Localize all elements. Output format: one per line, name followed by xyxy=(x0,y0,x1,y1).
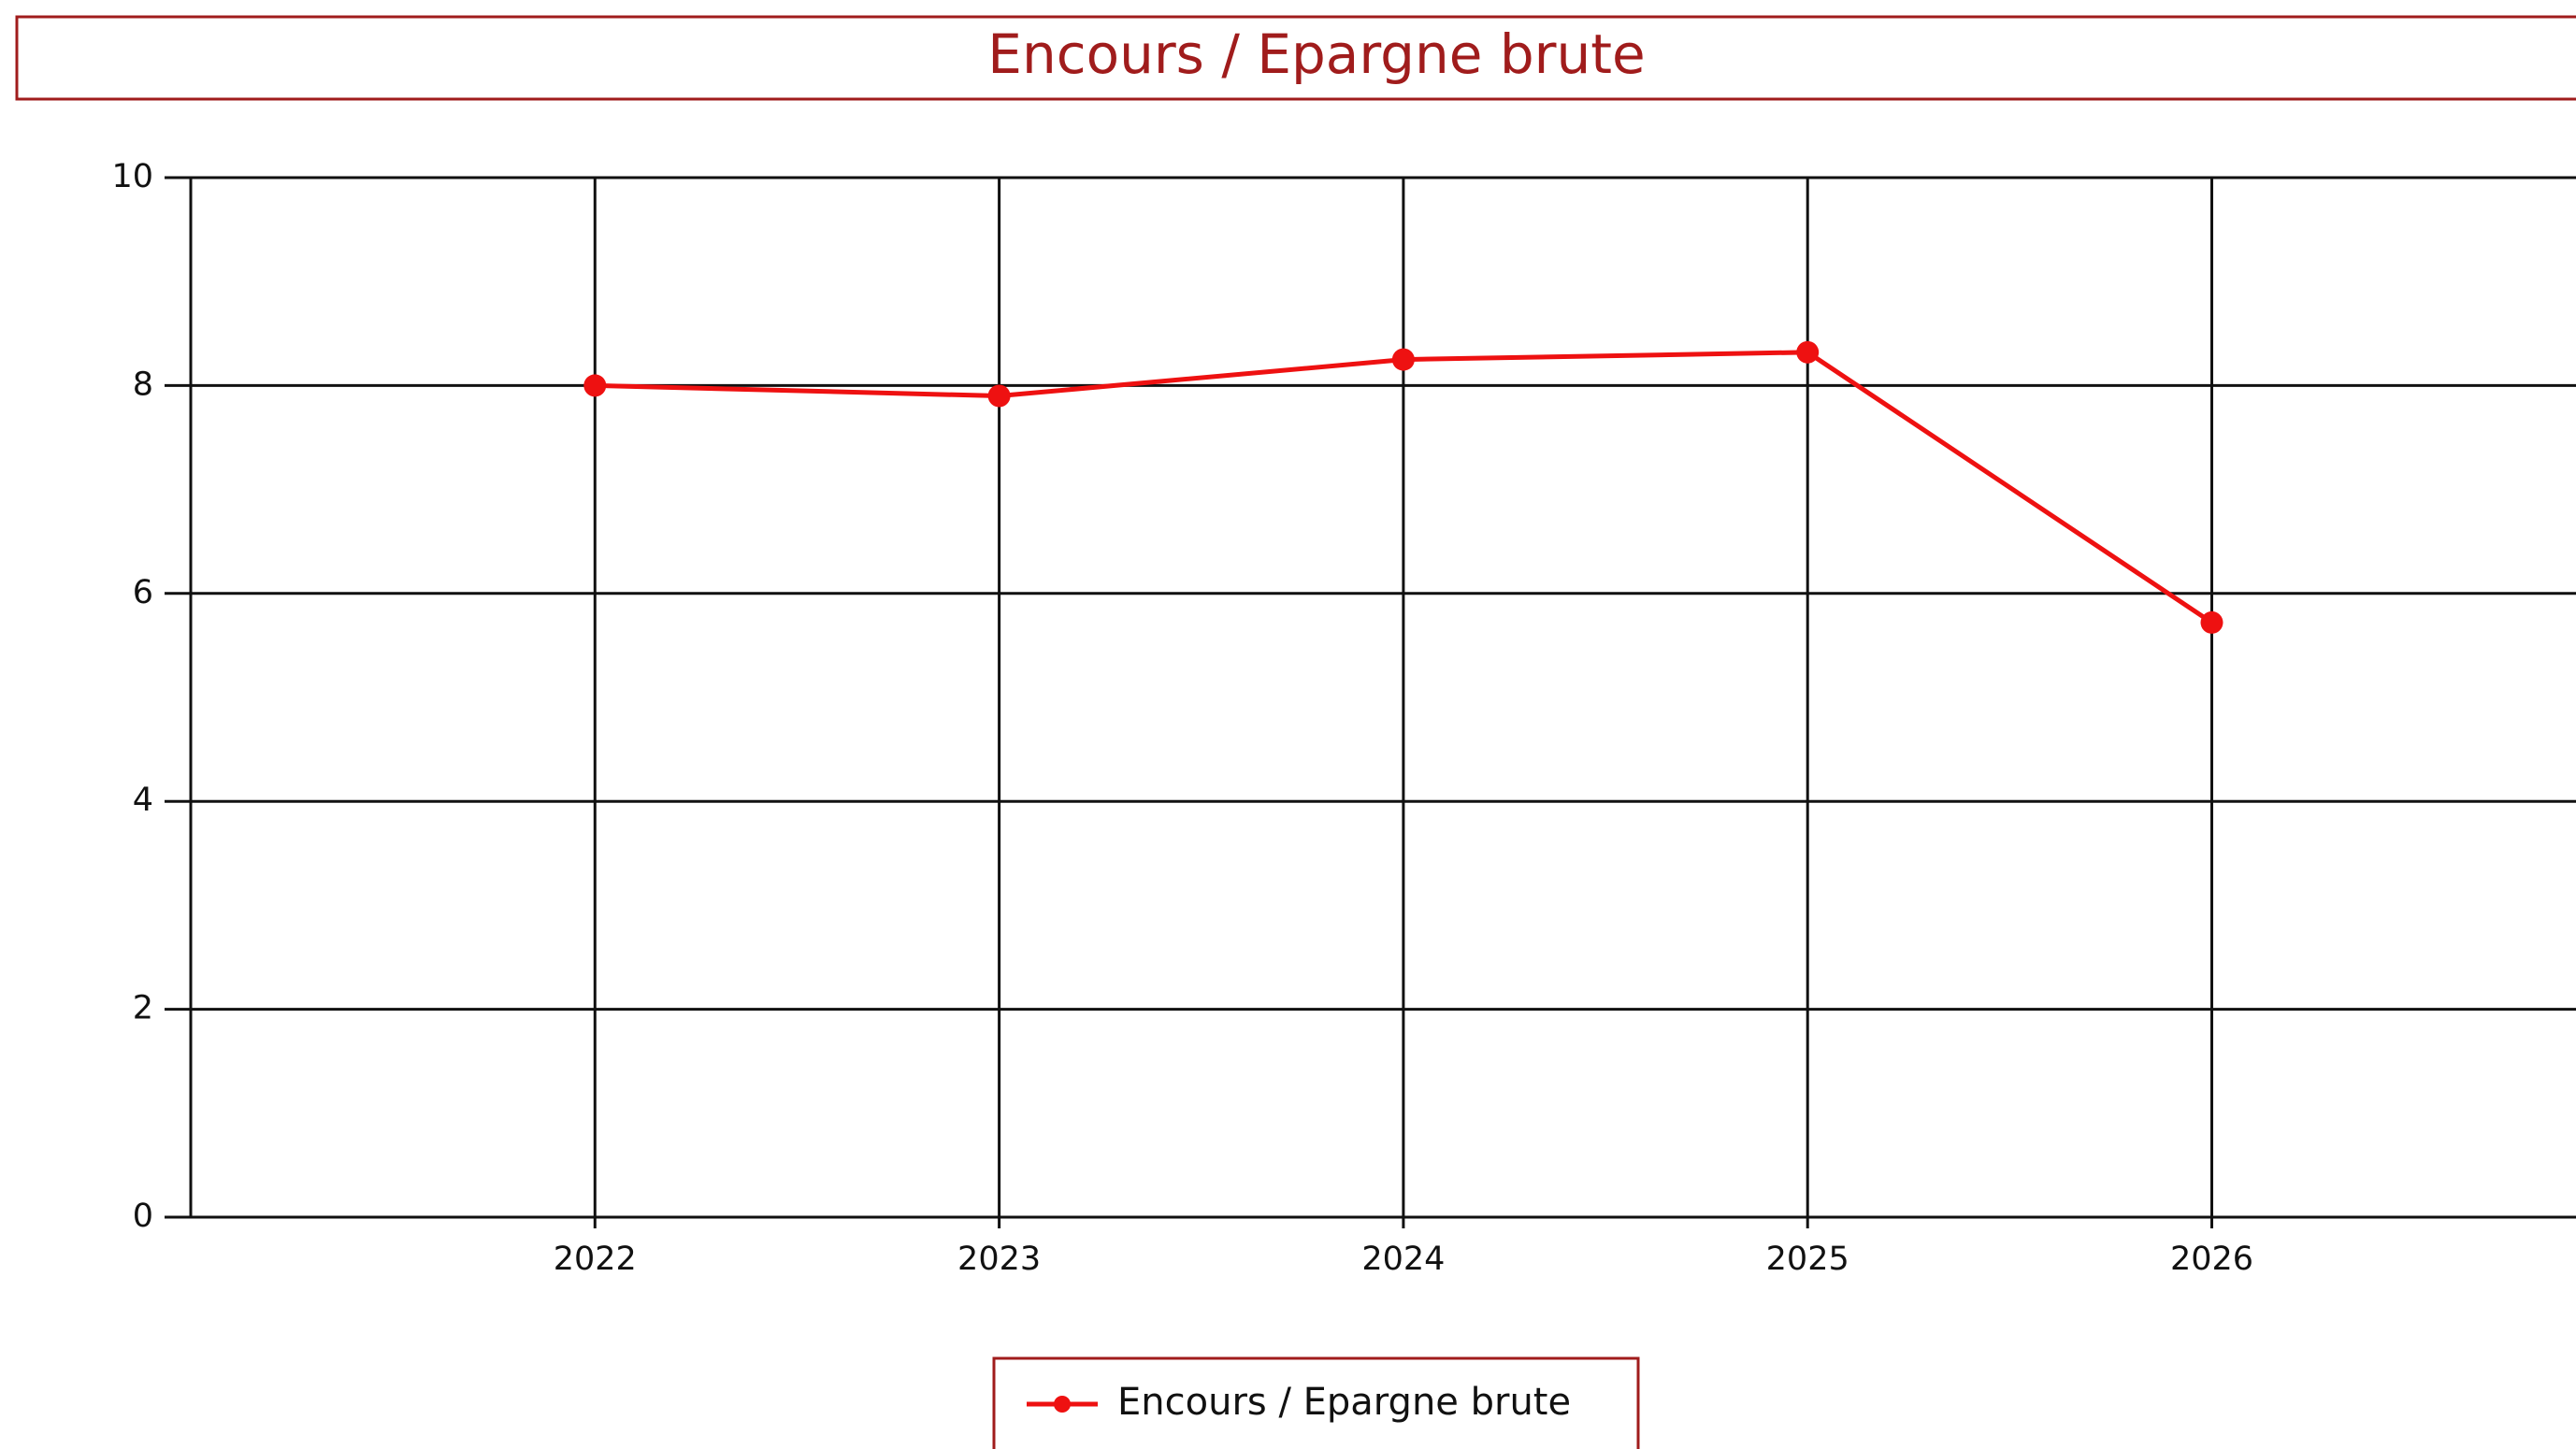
data-point xyxy=(583,374,607,397)
x-tick-label: 2023 xyxy=(957,1241,1041,1278)
data-point xyxy=(1796,340,1820,364)
x-tick-label: 2024 xyxy=(1361,1241,1445,1278)
y-tick-label: 8 xyxy=(133,366,153,403)
y-tick-label: 2 xyxy=(133,990,153,1027)
x-tick-label: 2022 xyxy=(554,1241,637,1278)
data-point xyxy=(987,384,1011,408)
legend-box xyxy=(992,1356,1640,1449)
y-tick-label: 0 xyxy=(133,1198,153,1235)
legend-marker xyxy=(1054,1396,1071,1413)
y-tick-label: 10 xyxy=(111,158,153,195)
data-point xyxy=(2200,610,2223,634)
y-tick-label: 4 xyxy=(133,782,153,819)
x-tick-label: 2026 xyxy=(2170,1241,2253,1278)
title-box xyxy=(15,15,2576,101)
y-tick-label: 6 xyxy=(133,574,153,611)
legend-label: Encours / Epargne brute xyxy=(1117,1381,1571,1424)
chart-title: Encours / Epargne brute xyxy=(987,22,1645,86)
data-point xyxy=(1391,348,1415,371)
x-tick-label: 2025 xyxy=(1766,1241,1849,1278)
